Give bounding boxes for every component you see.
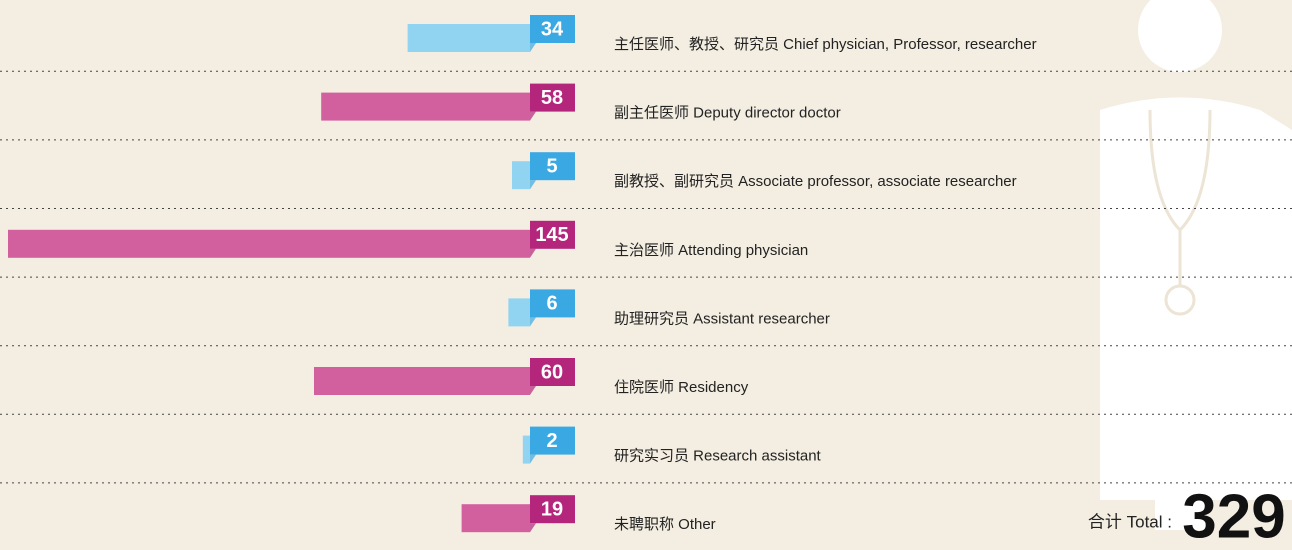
value-tag [530, 152, 575, 181]
bar [508, 298, 530, 327]
value-tag [530, 495, 575, 524]
tag-fold [530, 248, 536, 258]
bar [314, 367, 530, 395]
category-label: 副教授、副研究员 Associate professor, associate … [614, 173, 1017, 190]
total-value: 329 [1182, 482, 1285, 550]
bar [512, 161, 530, 190]
doctor-silhouette [1100, 0, 1292, 530]
category-label: 副主任医师 Deputy director doctor [614, 105, 841, 122]
value-tag [530, 220, 575, 249]
tag-fold [530, 454, 536, 464]
value-tag [530, 83, 575, 112]
stethoscope [1148, 109, 1212, 316]
bar [522, 435, 530, 464]
tag-fold [530, 43, 536, 52]
value-tag [530, 289, 575, 318]
category-label: 助理研究员 Assistant researcher [614, 310, 830, 327]
value-label: 6 [546, 293, 557, 315]
tag-fold [530, 523, 536, 533]
category-label: 主任医师、教授、研究员 Chief physician, Professor, … [614, 36, 1037, 53]
value-label: 34 [541, 18, 564, 40]
value-tag [530, 358, 575, 386]
value-tag [530, 426, 575, 455]
bar [321, 92, 530, 121]
value-label: 60 [541, 361, 563, 383]
category-label: 未聘职称 Other [614, 516, 716, 533]
category-label: 研究实习员 Research assistant [614, 448, 822, 465]
tag-fold [530, 111, 536, 121]
bar [407, 24, 530, 52]
value-label: 2 [546, 430, 557, 452]
tag-fold [530, 386, 536, 395]
category-label: 主治医师 Attending physician [614, 242, 808, 259]
value-label: 19 [541, 498, 563, 520]
bar [461, 504, 530, 533]
value-label: 145 [535, 224, 568, 246]
tag-fold [530, 317, 536, 327]
category-label: 住院医师 Residency [614, 378, 749, 396]
value-tag [530, 15, 575, 43]
value-label: 5 [546, 155, 557, 177]
value-label: 58 [541, 87, 563, 109]
total-label: 合计 Total : [1088, 512, 1172, 531]
bar [8, 229, 530, 258]
tag-fold [530, 180, 536, 190]
